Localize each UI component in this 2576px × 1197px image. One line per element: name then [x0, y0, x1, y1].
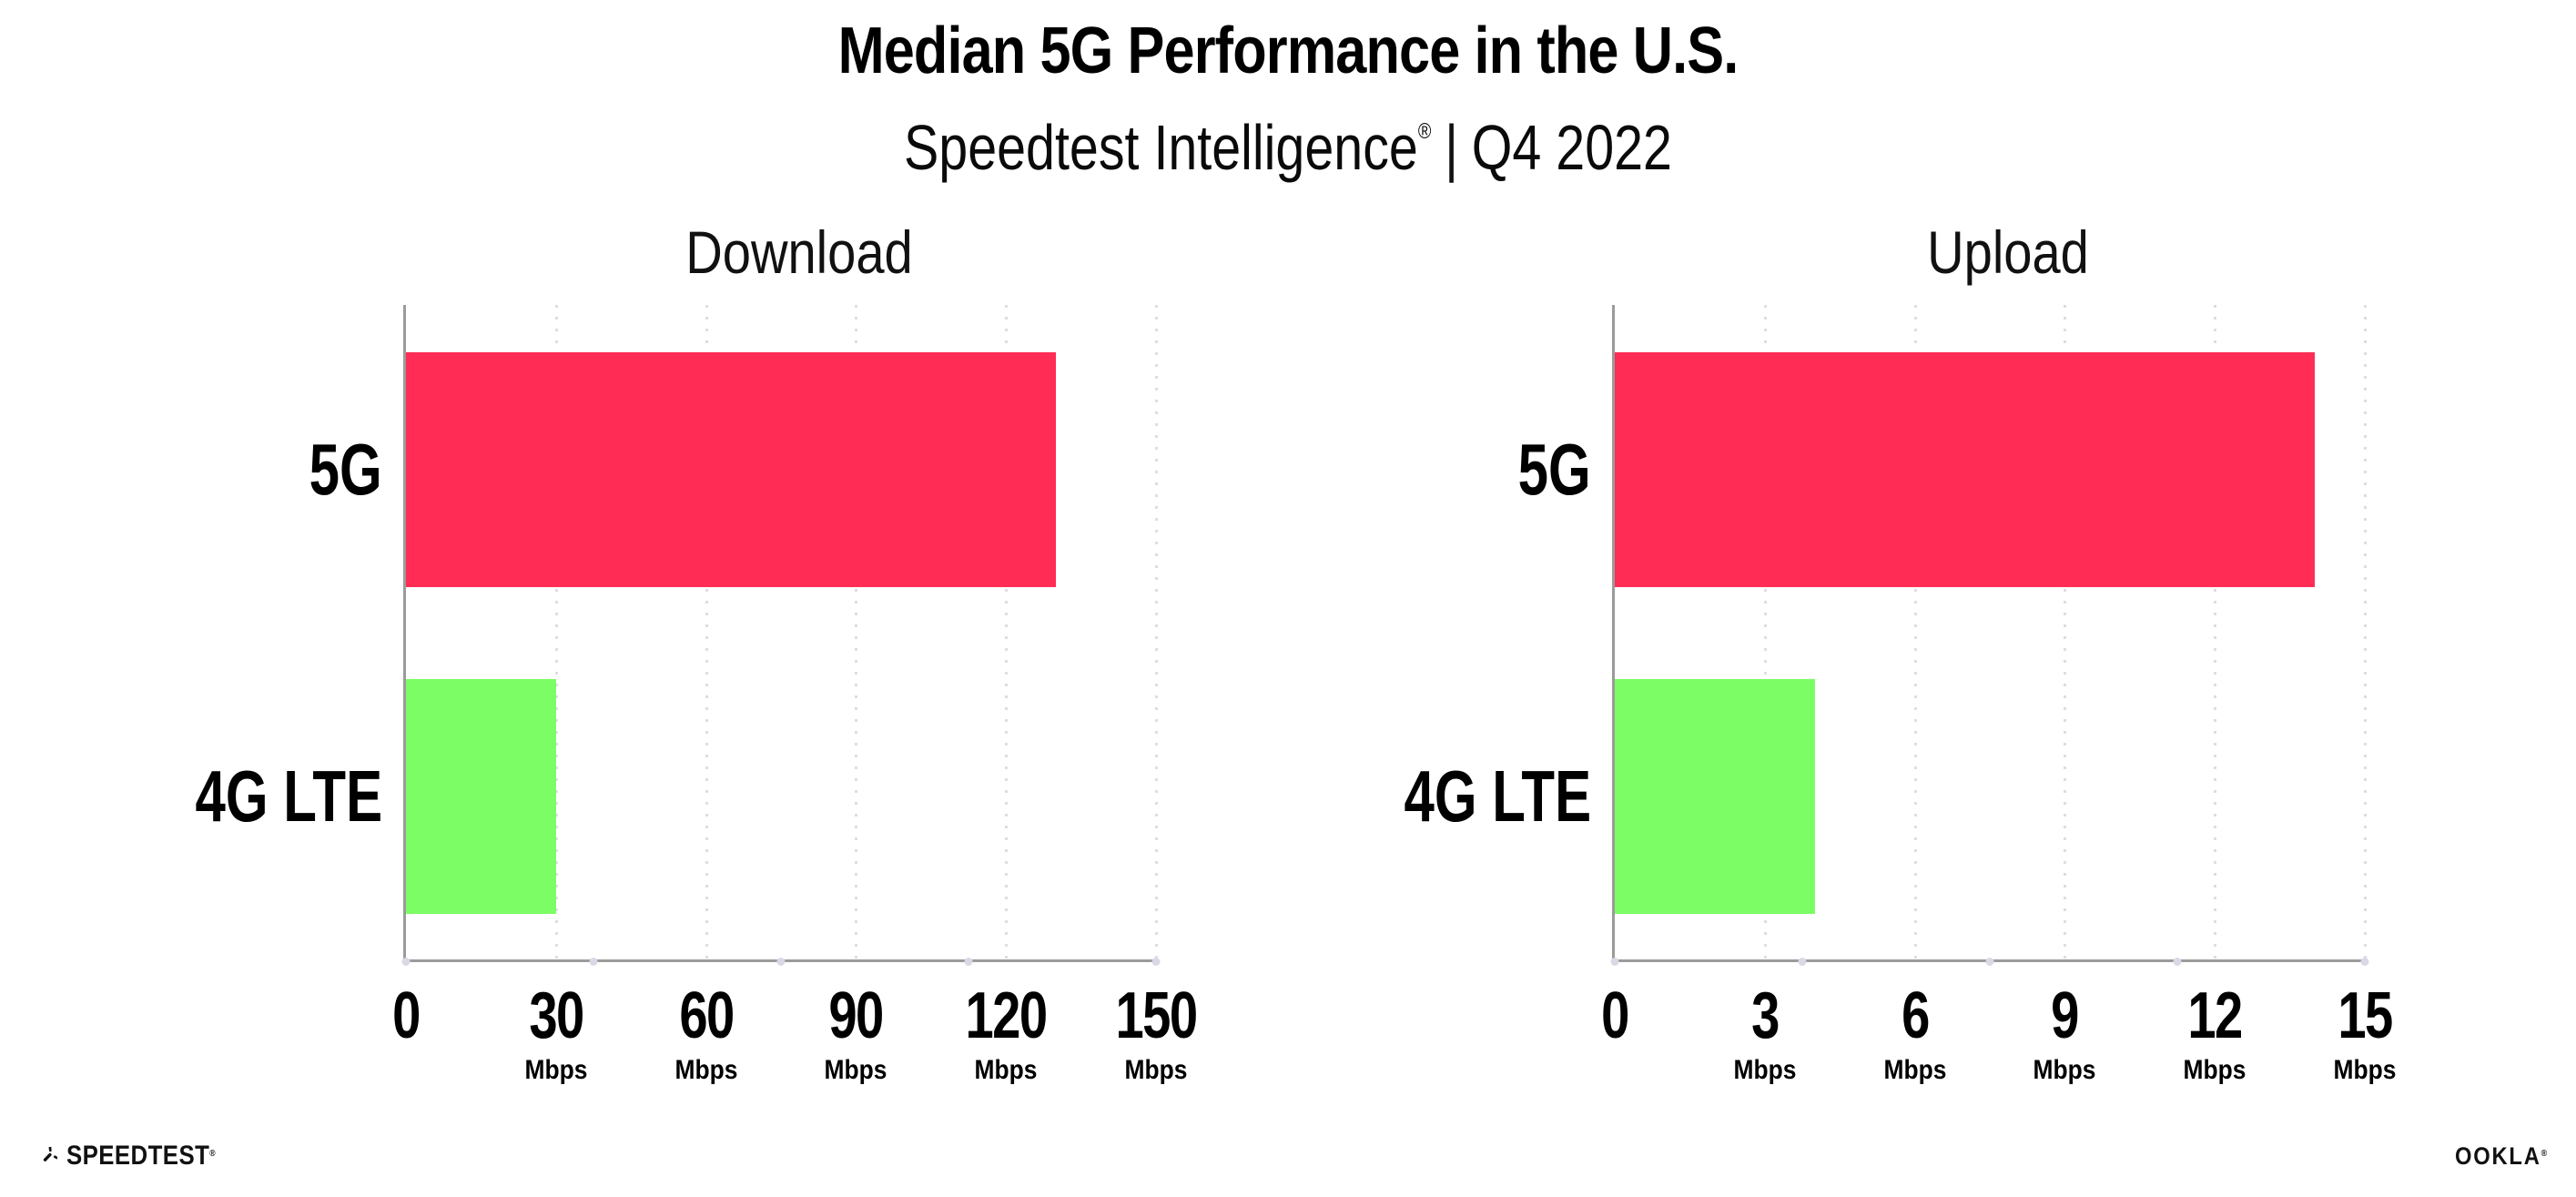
ookla-logo: OOKLA® — [2442, 1142, 2549, 1173]
gridline-60 — [705, 305, 708, 959]
gridline-9 — [2064, 305, 2067, 959]
speedtest-gauge-icon — [43, 1146, 57, 1161]
bar-5g-download — [406, 352, 1057, 587]
x-axis-tick-9: 9 Mbps — [2033, 979, 2096, 1085]
category-label-4g-lte: 4G LTE — [195, 756, 382, 837]
gridline-3 — [1763, 305, 1767, 959]
x-axis-tick-3: 3 Mbps — [1733, 979, 1797, 1085]
gridline-90 — [855, 305, 858, 959]
bar-5g-upload — [1615, 352, 2316, 587]
category-label-5g: 5G — [1517, 429, 1591, 510]
upload-chart-plot: 5G 4G LTE 0 3 Mbps 6 Mbps 9 Mbps 12 Mbps 15 Mbps — [1404, 305, 2396, 1084]
subtitle-separator: | — [1445, 112, 1459, 183]
axis-marker-dot — [589, 958, 598, 966]
subtitle-period: Q4 2022 — [1471, 112, 1672, 183]
page-subtitle: Speedtest Intelligence® | Q4 2022 — [542, 106, 2034, 205]
ookla-registered-mark: ® — [2541, 1149, 2549, 1159]
x-axis-tick-15: 15 Mbps — [2333, 979, 2397, 1085]
x-axis-tick-6: 6 Mbps — [1883, 979, 1947, 1085]
gridline-30 — [554, 305, 558, 959]
bar-4g-lte-download — [406, 679, 556, 914]
upload-panel-title: Upload — [1927, 218, 2089, 286]
speedtest-wordmark: SPEEDTEST® — [66, 1141, 217, 1171]
download-panel-title: Download — [685, 218, 913, 286]
axis-marker-dot — [401, 958, 411, 966]
x-axis-tick-0: 0 — [392, 979, 421, 1052]
gridline-12 — [2214, 305, 2217, 959]
speedtest-registered-mark: ® — [209, 1149, 217, 1159]
category-label-5g: 5G — [309, 429, 382, 510]
axis-marker-dot — [2173, 958, 2182, 966]
category-label-4g-lte: 4G LTE — [1404, 756, 1591, 837]
x-axis-tick-150: 150 Mbps — [1115, 979, 1198, 1085]
speedtest-logo: SPEEDTEST® — [33, 1141, 240, 1174]
x-axis-tick-60: 60 Mbps — [674, 979, 738, 1085]
ookla-wordmark: OOKLA® — [2455, 1142, 2549, 1170]
subtitle-brand: Speedtest Intelligence — [903, 112, 1418, 183]
axis-marker-dot — [1151, 958, 1161, 966]
x-axis-tick-90: 90 Mbps — [824, 979, 887, 1085]
gridline-15 — [2364, 305, 2367, 959]
axis-marker-dot — [1985, 958, 1994, 966]
x-axis-tick-120: 120 Mbps — [965, 979, 1049, 1085]
page-title: Median 5G Performance in the U.S. — [837, 15, 1739, 87]
x-axis-tick-30: 30 Mbps — [524, 979, 588, 1085]
axis-marker-dot — [776, 958, 786, 966]
axis-marker-dot — [964, 958, 973, 966]
download-chart-plot: 5G 4G LTE 0 30 Mbps 60 Mbps 90 Mbps 120 Mbps 150 Mbp… — [195, 305, 1198, 1084]
gridline-120 — [1005, 305, 1009, 959]
bar-4g-lte-upload — [1615, 679, 1815, 914]
gridline-6 — [1913, 305, 1917, 959]
gridline-150 — [1155, 305, 1158, 959]
axis-marker-dot — [1610, 958, 1619, 966]
axis-marker-dot — [1798, 958, 1807, 966]
x-axis-tick-0: 0 — [1601, 979, 1629, 1052]
x-axis-tick-12: 12 Mbps — [2183, 979, 2246, 1085]
registered-mark: ® — [1417, 119, 1432, 144]
axis-marker-dot — [2360, 958, 2369, 966]
